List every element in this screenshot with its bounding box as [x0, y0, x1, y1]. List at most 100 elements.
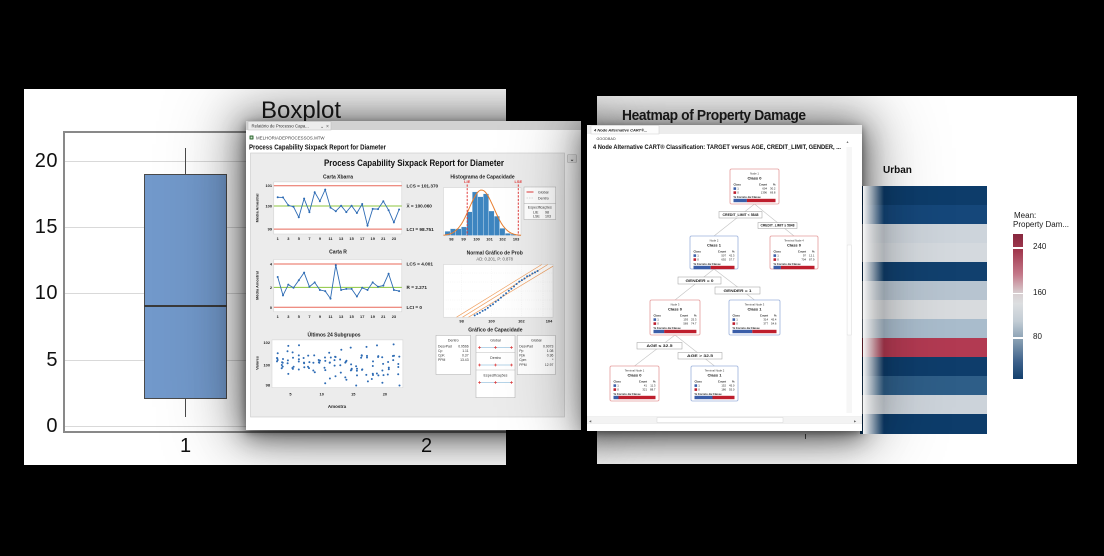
svg-text:377: 377 — [763, 322, 768, 326]
svg-text:30.2: 30.2 — [770, 187, 776, 191]
svg-text:R̅ = 2.271: R̅ = 2.271 — [406, 284, 427, 290]
svg-text:Especificações: Especificações — [484, 373, 508, 377]
svg-text:LSE: LSE — [515, 179, 523, 184]
svg-text:99: 99 — [461, 237, 466, 242]
svg-text:Valores: Valores — [255, 356, 260, 370]
svg-text:74.7: 74.7 — [691, 322, 697, 326]
svg-text:42.3: 42.3 — [729, 254, 735, 258]
svg-text:45.4: 45.4 — [771, 318, 777, 322]
svg-text:0.36: 0.36 — [547, 354, 554, 358]
svg-text:100: 100 — [473, 237, 480, 242]
svg-text:CREDIT_LIMIT ≥ 5848: CREDIT_LIMIT ≥ 5848 — [761, 224, 795, 228]
svg-text:MELHORIADEPROCESSOS.MTW: MELHORIADEPROCESSOS.MTW — [256, 136, 325, 141]
svg-text:CpK: CpK — [438, 354, 445, 358]
svg-text:17: 17 — [360, 314, 364, 319]
svg-text:PPM: PPM — [519, 363, 527, 367]
svg-text:604: 604 — [762, 187, 767, 191]
svg-text:152: 152 — [721, 384, 726, 388]
svg-text:186: 186 — [721, 388, 726, 392]
svg-text:Dentro: Dentro — [490, 356, 501, 360]
svg-text:100: 100 — [264, 363, 271, 368]
svg-text:25.3: 25.3 — [691, 318, 697, 322]
svg-text:99: 99 — [268, 227, 273, 232]
svg-text:314: 314 — [763, 318, 768, 322]
svg-text:13: 13 — [339, 314, 344, 319]
svg-text:Class: Class — [614, 380, 622, 384]
svg-text:%: % — [694, 314, 697, 318]
svg-text:20: 20 — [383, 392, 387, 397]
svg-text:7: 7 — [308, 314, 310, 319]
svg-text:Relatório de Processo Capa...: Relatório de Processo Capa... — [252, 124, 309, 129]
svg-text:⌄: ⌄ — [570, 157, 575, 163]
svg-text:1: 1 — [617, 384, 619, 388]
svg-text:0: 0 — [698, 388, 700, 392]
svg-text:0: 0 — [777, 258, 779, 262]
svg-text:LCI = 98.751: LCI = 98.751 — [407, 227, 435, 232]
svg-text:1: 1 — [737, 187, 739, 191]
svg-text:0: 0 — [697, 258, 699, 262]
svg-text:9: 9 — [319, 314, 322, 319]
svg-text:102: 102 — [264, 340, 271, 345]
svg-text:11.3: 11.3 — [650, 384, 656, 388]
svg-text:0: 0 — [617, 388, 619, 392]
svg-text:21: 21 — [381, 314, 386, 319]
svg-text:5: 5 — [289, 392, 292, 397]
svg-text:704: 704 — [801, 258, 806, 262]
svg-text:1: 1 — [277, 236, 280, 241]
svg-text:Class 1: Class 1 — [707, 373, 722, 378]
svg-text:11: 11 — [328, 236, 333, 241]
svg-text:⌄: ⌄ — [320, 124, 324, 130]
svg-text:Count: Count — [718, 250, 726, 254]
svg-text:Cpm: Cpm — [519, 358, 526, 362]
svg-text:Global: Global — [538, 191, 549, 195]
svg-text:GOODBAD: GOODBAD — [597, 137, 617, 141]
svg-text:55.0: 55.0 — [729, 388, 735, 392]
svg-text:GENDER = 0: GENDER = 0 — [686, 279, 714, 283]
svg-text:*: * — [552, 358, 554, 362]
svg-text:1396: 1396 — [761, 191, 768, 195]
svg-text:103: 103 — [545, 215, 551, 219]
svg-text:1.08: 1.08 — [547, 349, 554, 353]
svg-text:Count: Count — [798, 250, 806, 254]
svg-text:0.9566: 0.9566 — [458, 344, 468, 348]
svg-text:AGE ≤ 32.5: AGE ≤ 32.5 — [647, 344, 673, 348]
svg-text:Média Amostral: Média Amostral — [255, 194, 260, 223]
svg-text:Gráfico de Capacidade: Gráfico de Capacidade — [468, 327, 522, 333]
svg-text:% Correto da Classe: % Correto da Classe — [694, 262, 722, 266]
svg-text:Carta R: Carta R — [329, 250, 347, 256]
svg-text:LCS = 4.001: LCS = 4.001 — [407, 262, 434, 267]
svg-text:Count: Count — [680, 314, 688, 318]
svg-text:LSE: LSE — [533, 215, 540, 219]
svg-text:Count: Count — [718, 380, 726, 384]
svg-text:Node 2: Node 2 — [710, 239, 719, 243]
svg-text:57.7: 57.7 — [729, 258, 735, 262]
svg-text:◂: ◂ — [589, 418, 592, 423]
svg-text:Últimos 24 Subgrupos: Últimos 24 Subgrupos — [307, 331, 360, 338]
svg-text:13.43: 13.43 — [460, 358, 469, 362]
svg-text:98: 98 — [449, 237, 454, 242]
svg-text:Class: Class — [654, 314, 662, 318]
svg-text:Count: Count — [759, 183, 767, 187]
svg-text:%: % — [773, 183, 776, 187]
svg-text:Carta Xbarra: Carta Xbarra — [323, 175, 353, 181]
svg-text:0.9073: 0.9073 — [543, 344, 553, 348]
svg-text:12.1: 12.1 — [809, 254, 815, 258]
svg-text:Ppk: Ppk — [519, 354, 525, 358]
svg-text:% Correto da Classe: % Correto da Classe — [774, 262, 802, 266]
svg-text:%: % — [774, 314, 777, 318]
svg-text:12.97: 12.97 — [545, 363, 554, 367]
svg-text:0: 0 — [657, 322, 659, 326]
svg-text:% Correto da Classe: % Correto da Classe — [654, 326, 682, 330]
svg-text:%: % — [732, 380, 735, 384]
svg-text:%: % — [812, 250, 815, 254]
svg-text:Process Capability Sixpack Rep: Process Capability Sixpack Report for Di… — [249, 144, 386, 151]
svg-text:3: 3 — [287, 236, 290, 241]
svg-text:97: 97 — [803, 254, 807, 258]
svg-text:LCS = 101.370: LCS = 101.370 — [407, 183, 439, 188]
svg-text:Cp: Cp — [438, 349, 442, 353]
svg-text:11: 11 — [328, 314, 333, 319]
svg-text:Class 0: Class 0 — [668, 307, 683, 312]
svg-text:Dentro: Dentro — [448, 338, 459, 342]
svg-text:▸: ▸ — [854, 418, 857, 423]
svg-text:193: 193 — [683, 318, 688, 322]
